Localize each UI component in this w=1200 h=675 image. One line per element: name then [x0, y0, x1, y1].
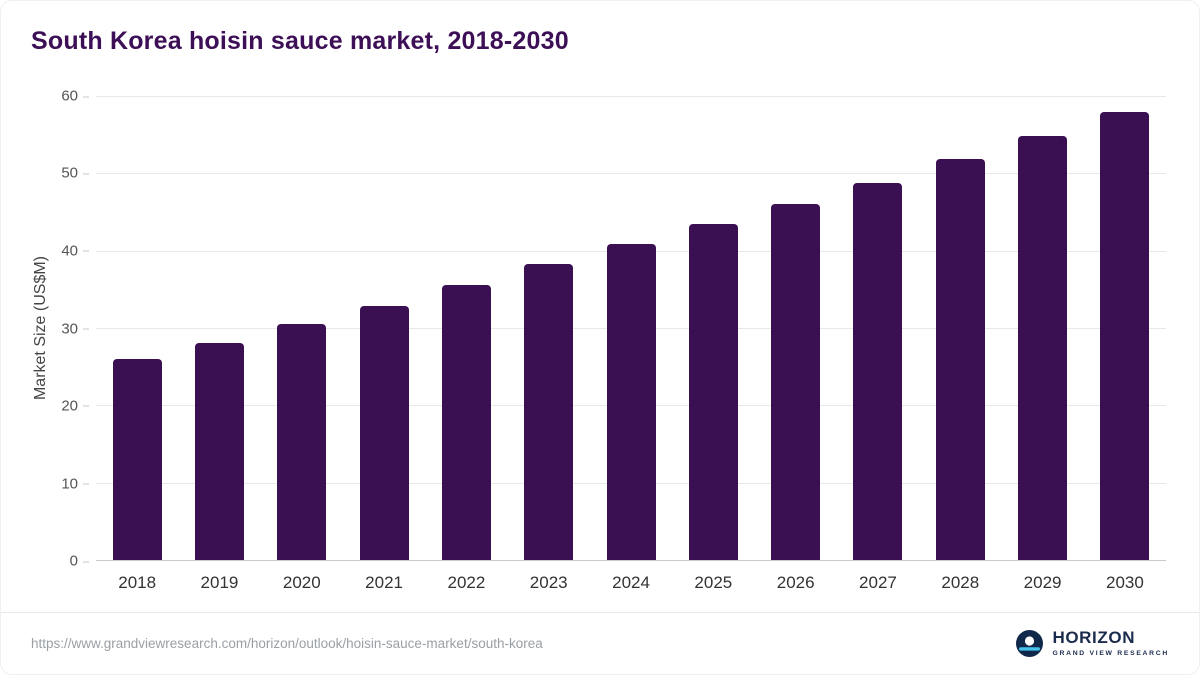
bar-2018	[112, 358, 162, 560]
bar-slot	[672, 96, 754, 560]
x-axis-tick-labels: 2018 2019 2020 2021 2022 2023 2024 2025 2026 2027…	[96, 573, 1166, 599]
gridline	[96, 96, 1166, 97]
bar-2028	[935, 159, 985, 560]
footer: https://www.grandviewresearch.com/horizo…	[1, 612, 1199, 674]
horizon-logo-icon	[1016, 630, 1044, 657]
horizon-logo: HORIZON GRAND VIEW RESEARCH	[1016, 629, 1169, 657]
bar-slot	[837, 96, 919, 560]
bar-2025	[688, 224, 738, 560]
chart-title: South Korea hoisin sauce market, 2018-20…	[31, 27, 569, 55]
bar-slot	[590, 96, 672, 560]
bar-2026	[771, 203, 821, 560]
bar-2029	[1018, 136, 1068, 560]
x-tick-label: 2019	[200, 573, 239, 592]
bar-slot	[919, 96, 1001, 560]
x-tick-label: 2028	[941, 573, 980, 592]
x-tick-label: 2021	[365, 573, 403, 592]
bar-2022	[441, 284, 491, 560]
plot-area	[96, 96, 1166, 561]
y-tick-label: 20	[61, 397, 96, 414]
bar-series	[96, 96, 1166, 560]
gridline	[96, 173, 1166, 175]
bar-2019	[194, 342, 244, 560]
bar-slot	[425, 96, 507, 560]
bar-slot	[508, 96, 590, 560]
x-tick-label: 2026	[776, 573, 815, 592]
x-tick-label: 2027	[859, 573, 897, 592]
x-tick-label: 2020	[282, 573, 321, 592]
bar-2024	[606, 243, 656, 560]
bar-slot	[261, 96, 343, 560]
source-url: https://www.grandviewresearch.com/horizo…	[31, 636, 543, 651]
bar-2030	[1100, 112, 1150, 560]
bar-2027	[853, 182, 903, 560]
bar-slot	[755, 96, 837, 560]
brand-name: HORIZON	[1052, 628, 1136, 648]
bar-2023	[524, 263, 574, 560]
x-tick-label: 2029	[1023, 573, 1062, 592]
y-tick-label: 10	[61, 475, 96, 492]
y-axis-tick-labels: 0 10 20 30 40 50 60	[1, 88, 96, 570]
x-tick-label: 2025	[694, 573, 733, 592]
y-tick-label: 40	[61, 242, 96, 259]
y-tick-label: 30	[61, 320, 96, 337]
horizon-logo-text: HORIZON GRAND VIEW RESEARCH	[1052, 629, 1169, 657]
bar-slot	[1001, 96, 1083, 560]
x-tick-label: 2030	[1105, 573, 1144, 592]
x-tick-label: 2023	[529, 573, 568, 592]
bar-2021	[359, 305, 409, 560]
x-tick-label: 2018	[118, 573, 157, 592]
bar-slot	[343, 96, 425, 560]
bar-slot	[96, 96, 178, 560]
bar-2020	[277, 324, 327, 560]
bar-slot	[1084, 96, 1166, 560]
bar-slot	[178, 96, 260, 560]
y-tick-label: 60	[61, 88, 96, 105]
y-tick-label: 50	[61, 165, 96, 182]
x-tick-label: 2024	[612, 573, 650, 592]
x-tick-label: 2022	[447, 573, 486, 592]
brand-subtitle: GRAND VIEW RESEARCH	[1052, 650, 1169, 658]
y-tick-label: 0	[70, 553, 96, 570]
